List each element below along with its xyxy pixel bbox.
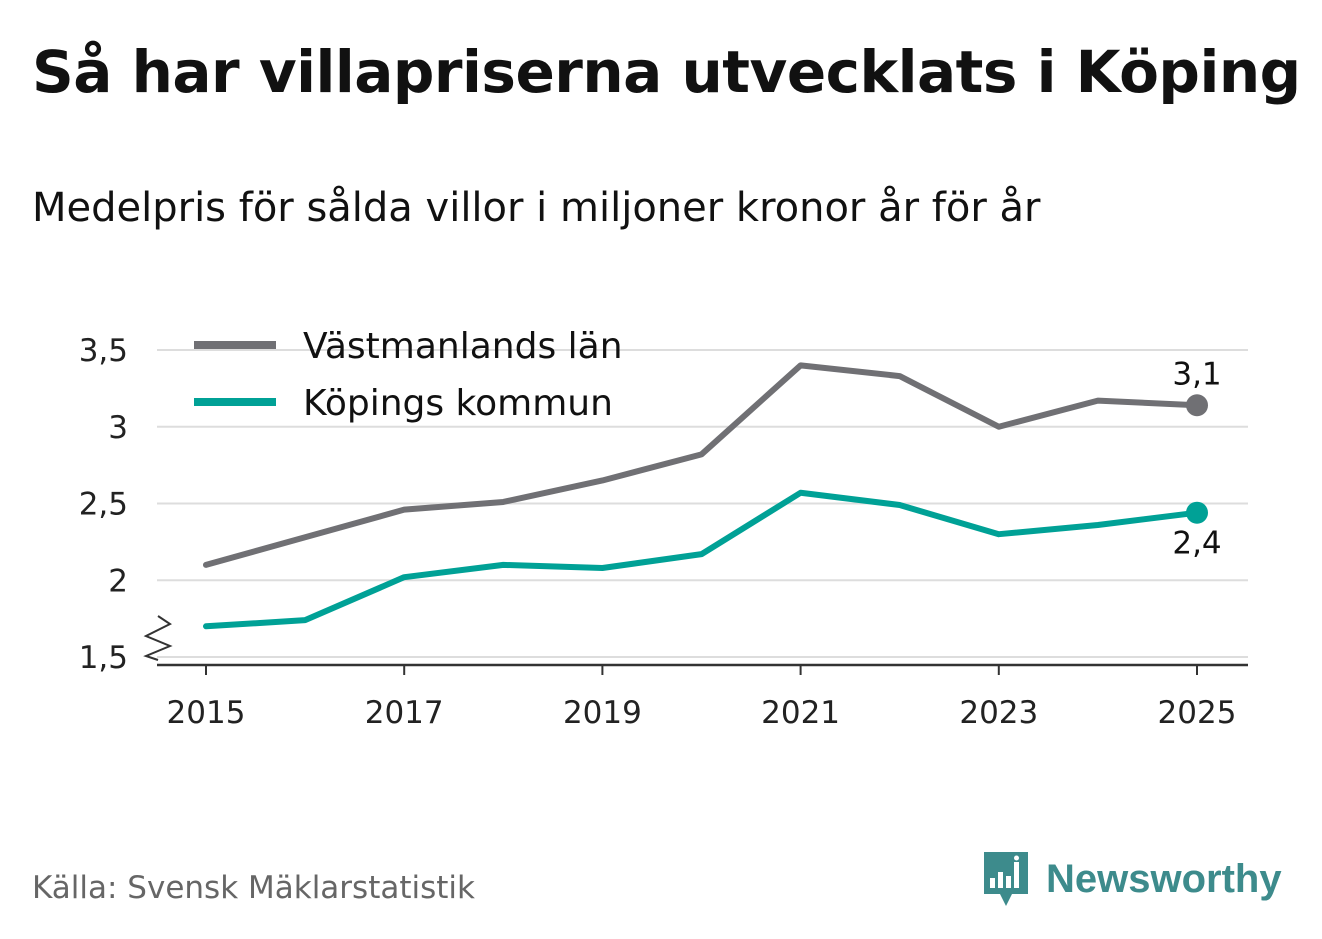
x-tick-label: 2015 [167, 695, 246, 731]
series-end-point-0 [1186, 394, 1208, 417]
x-tick-label: 2017 [365, 695, 444, 731]
axes: 1,5 2 2,5 3 3,5 2015 2017 2019 2021 2023 2025 [79, 333, 1248, 731]
y-tick-label: 2,5 [79, 487, 128, 523]
chart-title: Så har villapriserna utvecklats i Köping [32, 38, 1301, 106]
grid-lines [157, 349, 1248, 658]
y-tick-label: 2 [108, 563, 128, 599]
newsworthy-logo-icon [984, 852, 1028, 906]
series-line-0 [203, 362, 1200, 568]
series-line-1 [203, 489, 1200, 630]
series-end-label-0: 3,1 [1172, 356, 1221, 392]
legend-label-1: Köpings kommun [303, 383, 613, 424]
chart-subtitle: Medelpris för sålda villor i miljoner kr… [32, 185, 1041, 231]
x-tick-label: 2021 [761, 695, 840, 731]
y-tick-label: 3 [108, 410, 128, 446]
legend: Västmanlands län Köpings kommun [194, 326, 623, 424]
y-tick-label: 3,5 [79, 333, 128, 369]
x-tick-label: 2025 [1158, 695, 1237, 731]
brand-logo: Newsworthy [980, 848, 1282, 910]
source-note: Källa: Svensk Mäklarstatistik [32, 870, 475, 906]
legend-label-0: Västmanlands län [303, 326, 623, 367]
series-end-point-1 [1186, 501, 1208, 524]
series-end-label-1: 2,4 [1172, 526, 1221, 562]
axis-break-mark [143, 615, 173, 661]
x-tick-label: 2019 [563, 695, 642, 731]
brand-name: Newsworthy [1046, 856, 1282, 901]
x-tick-label: 2023 [959, 695, 1038, 731]
y-tick-label: 1,5 [79, 640, 128, 676]
series-lines: 3,1 2,4 [203, 356, 1222, 630]
